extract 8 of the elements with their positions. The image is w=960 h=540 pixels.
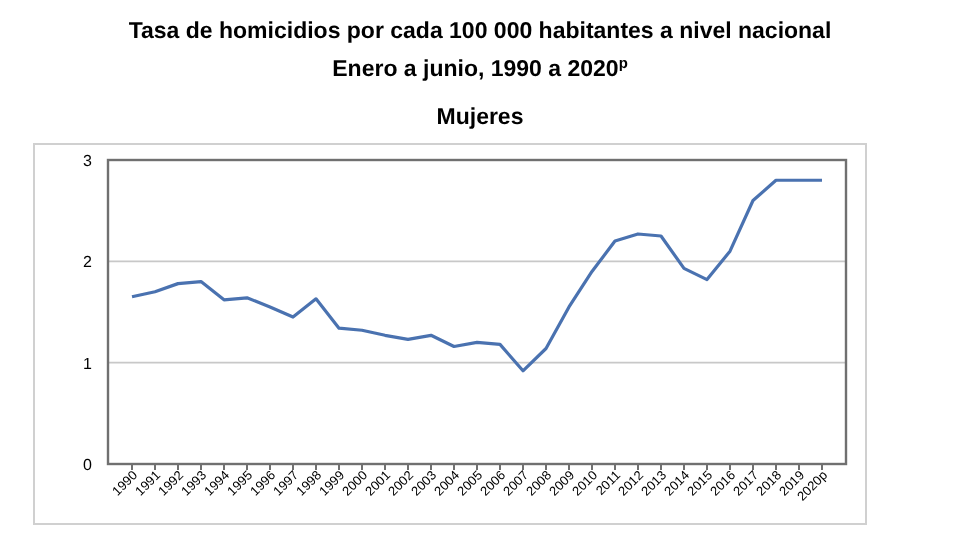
text: Mujeres — [436, 106, 524, 130]
y-tick-label: 3 — [83, 152, 94, 170]
y-tick-label: 1 — [83, 354, 94, 373]
chart-title: Tasa de homicidios por cada 100 000 habitantes a nivel nacional — [128, 20, 832, 44]
y-tick-label: 2 — [83, 253, 94, 272]
line-series — [130, 178, 824, 373]
y-tick-label: 0 — [83, 456, 94, 474]
chart-subtitle: Enero a junio, 1990 a 2020$^{p}$ — [332, 53, 629, 82]
